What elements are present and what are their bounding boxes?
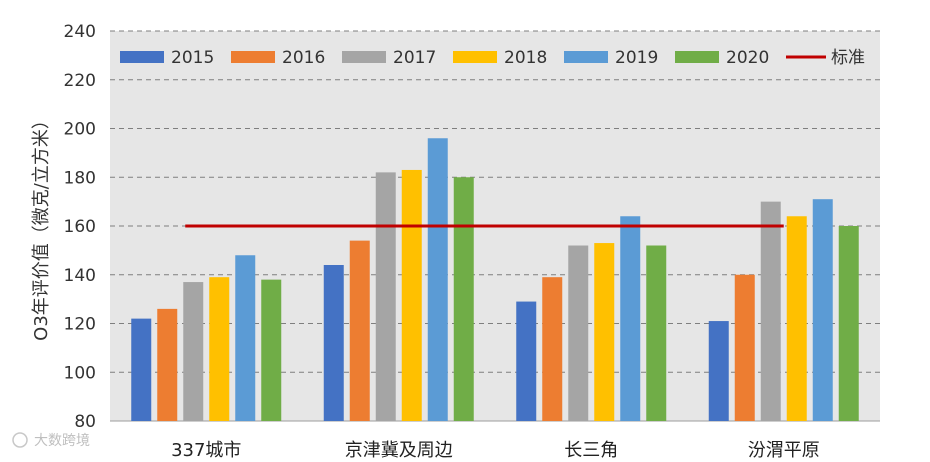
y-tick-label: 120 — [64, 315, 96, 335]
bar-2018-3 — [594, 243, 615, 421]
y-tick-label: 80 — [74, 412, 96, 432]
y-tick-label: 200 — [64, 120, 96, 140]
category-label: 长三角 — [564, 440, 618, 461]
legend-label: 2019 — [615, 48, 658, 68]
legend-label: 2016 — [282, 48, 325, 68]
bar-2020-3 — [646, 245, 667, 421]
y-tick-label: 100 — [64, 363, 96, 383]
bar-2015-1 — [131, 318, 152, 421]
bar-2020-1 — [261, 279, 282, 421]
bar-2018-4 — [786, 216, 807, 421]
category-labels: 337城市 京津冀及周边 长三角 汾渭平原 — [171, 440, 820, 461]
bar-2020-2 — [453, 177, 474, 421]
y-tick-label: 240 — [64, 22, 96, 42]
bar-2018-1 — [209, 277, 230, 421]
watermark: 大数跨境 — [12, 432, 90, 449]
legend-swatch-2017 — [342, 51, 386, 63]
bar-2017-1 — [183, 282, 204, 421]
legend-label: 标准 — [831, 48, 865, 68]
y-tick-label: 140 — [64, 266, 96, 286]
category-label: 京津冀及周边 — [345, 440, 453, 461]
legend-swatch-2018 — [453, 51, 497, 63]
bar-2016-1 — [157, 308, 178, 421]
bar-2015-3 — [516, 301, 537, 421]
y-axis-ticks: 80 100 120 140 160 180 200 220 240 — [64, 22, 96, 432]
category-label: 汾渭平原 — [748, 440, 820, 461]
legend-swatch-2019 — [564, 51, 608, 63]
bar-2016-3 — [542, 277, 563, 421]
category-label: 337城市 — [171, 440, 241, 461]
y-tick-label: 160 — [64, 217, 96, 237]
watermark-text: 大数跨境 — [34, 433, 90, 449]
bar-2016-2 — [349, 240, 370, 421]
bar-2019-2 — [427, 138, 448, 421]
legend-swatch-2020 — [675, 51, 719, 63]
bar-2018-2 — [401, 169, 422, 421]
bar-2019-4 — [812, 199, 833, 421]
legend-label: 2020 — [726, 48, 769, 68]
bar-2019-3 — [620, 216, 641, 421]
y-tick-label: 180 — [64, 168, 96, 188]
bar-2020-4 — [838, 226, 859, 421]
legend-label: 2017 — [393, 48, 436, 68]
legend-label: 2015 — [171, 48, 214, 68]
legend-swatch-2015 — [120, 51, 164, 63]
bar-2017-4 — [760, 201, 781, 421]
bars — [131, 138, 859, 421]
bar-2015-2 — [323, 265, 344, 421]
y-tick-label: 220 — [64, 71, 96, 91]
bar-2015-4 — [708, 321, 729, 421]
bar-2019-1 — [235, 255, 256, 421]
bar-2016-4 — [734, 274, 755, 421]
bar-2017-3 — [568, 245, 589, 421]
y-axis-label: O3年评价值（微克/立方米） — [31, 111, 52, 341]
bar-2017-2 — [375, 172, 396, 421]
legend-label: 2018 — [504, 48, 547, 68]
watermark-logo-icon — [12, 432, 28, 448]
legend: 2015 2016 2017 2018 2019 2020 标准 — [120, 48, 865, 68]
legend-swatch-2016 — [231, 51, 275, 63]
